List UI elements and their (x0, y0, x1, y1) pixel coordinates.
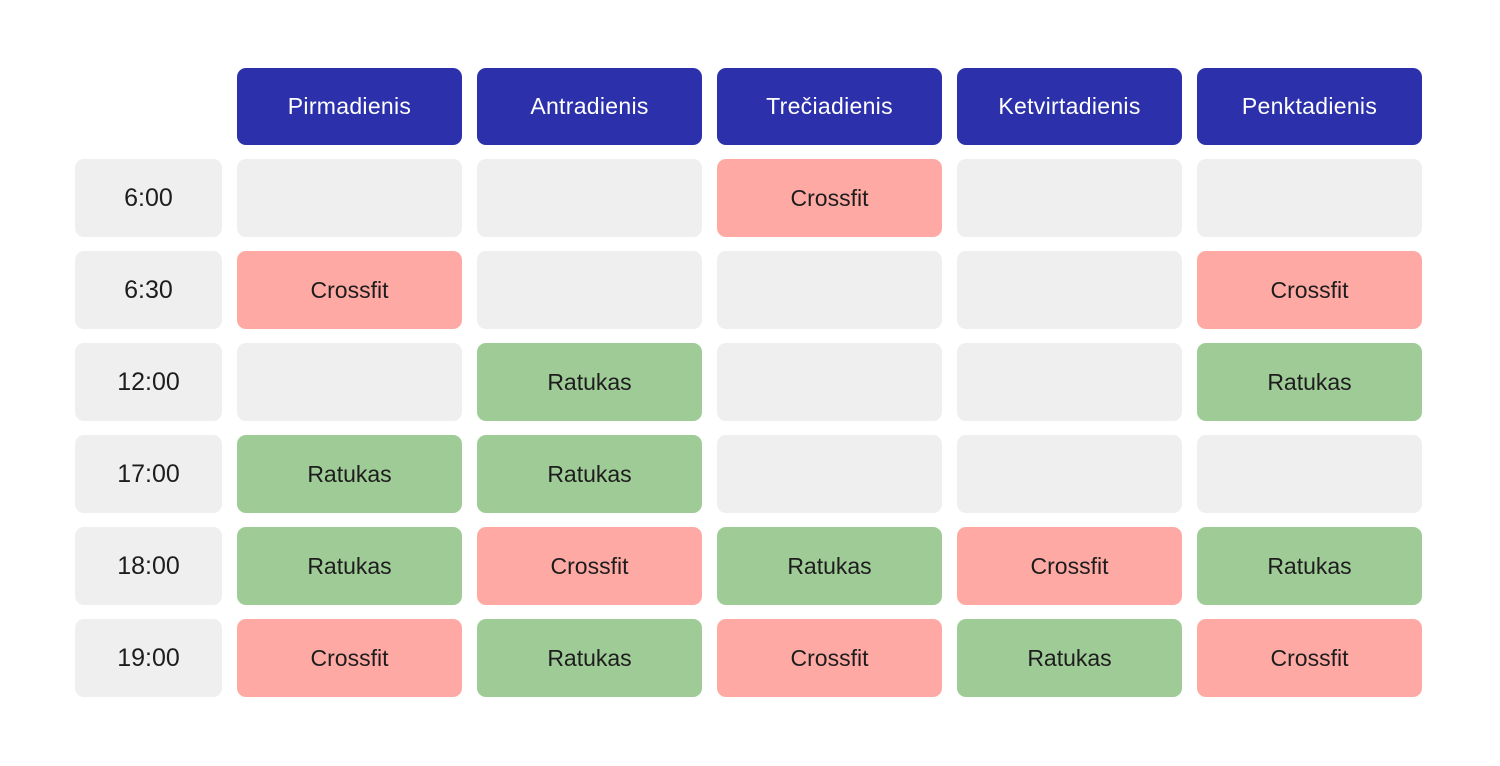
schedule-cell (1197, 159, 1422, 237)
day-header-ketvirtadienis: Ketvirtadienis (957, 68, 1182, 145)
schedule-cell (477, 251, 702, 329)
schedule-cell (477, 159, 702, 237)
time-label: 12:00 (75, 343, 222, 421)
schedule-cell: Crossfit (957, 527, 1182, 605)
day-header-pirmadienis: Pirmadienis (237, 68, 462, 145)
schedule-cell (237, 159, 462, 237)
schedule-cell: Crossfit (237, 251, 462, 329)
schedule-cell (957, 343, 1182, 421)
schedule-cell (1197, 435, 1422, 513)
time-label: 6:00 (75, 159, 222, 237)
time-label: 17:00 (75, 435, 222, 513)
schedule-cell (237, 343, 462, 421)
schedule-cell: Crossfit (717, 619, 942, 697)
schedule-cell: Crossfit (1197, 619, 1422, 697)
schedule-cell: Ratukas (477, 343, 702, 421)
schedule-cell: Crossfit (477, 527, 702, 605)
schedule-cell: Ratukas (477, 619, 702, 697)
schedule-cell (717, 435, 942, 513)
schedule-cell (717, 343, 942, 421)
schedule-cell: Crossfit (1197, 251, 1422, 329)
schedule-cell: Ratukas (1197, 527, 1422, 605)
schedule-cell: Ratukas (237, 435, 462, 513)
schedule-cell (957, 251, 1182, 329)
schedule-cell: Ratukas (957, 619, 1182, 697)
day-header-treciadienis: Trečiadienis (717, 68, 942, 145)
schedule-cell: Crossfit (717, 159, 942, 237)
schedule-cell: Ratukas (477, 435, 702, 513)
schedule-cell (957, 159, 1182, 237)
day-header-antradienis: Antradienis (477, 68, 702, 145)
schedule-cell: Crossfit (237, 619, 462, 697)
schedule-cell (957, 435, 1182, 513)
corner-spacer (75, 68, 222, 145)
schedule-cell: Ratukas (1197, 343, 1422, 421)
schedule-cell: Ratukas (717, 527, 942, 605)
schedule-cell (717, 251, 942, 329)
weekly-schedule: Pirmadienis Antradienis Trečiadienis Ket… (75, 68, 1422, 697)
time-label: 18:00 (75, 527, 222, 605)
day-header-penktadienis: Penktadienis (1197, 68, 1422, 145)
time-label: 6:30 (75, 251, 222, 329)
schedule-cell: Ratukas (237, 527, 462, 605)
time-label: 19:00 (75, 619, 222, 697)
